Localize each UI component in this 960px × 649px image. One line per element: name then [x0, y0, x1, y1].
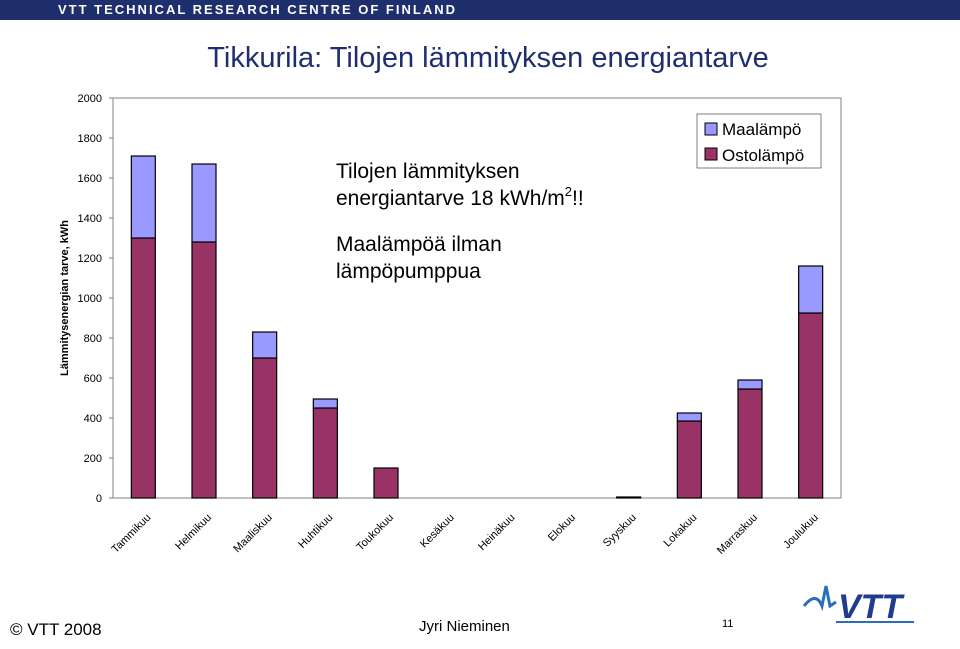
annotation: Tilojen lämmityksen energiantarve 18 kWh…: [336, 160, 584, 283]
y-tick-label: 200: [84, 453, 102, 465]
x-tick-label: Heinäkuu: [476, 512, 517, 553]
bar-ostolampo: [191, 241, 217, 499]
bar-ostolampo: [373, 467, 399, 499]
legend-swatch-ostolampo: [704, 147, 718, 161]
y-tick-label: 1400: [78, 213, 102, 225]
top-banner: VTT TECHNICAL RESEARCH CENTRE OF FINLAND: [0, 0, 960, 20]
y-tick-label: 1200: [78, 253, 102, 265]
page-number: 11: [722, 618, 734, 630]
legend-label-maalampo: Maalämpö: [722, 120, 801, 139]
annotation-line-2: energiantarve 18 kWh/m2!!: [336, 184, 584, 210]
x-tick-label: Maaliskuu: [231, 512, 275, 556]
y-tick-label: 2000: [78, 93, 102, 105]
bar-ostolampo: [676, 420, 702, 499]
y-axis: 0 200 400 600 800 1000 1200 1400 1600 1800 2000: [78, 93, 113, 505]
logo-text: VTT: [838, 588, 905, 626]
x-tick-label: Syyskuu: [601, 512, 639, 550]
legend-box: [696, 113, 822, 169]
bar-ostolampo: [252, 357, 278, 499]
legend-swatch-maalampo: [704, 122, 718, 136]
bar-maalampo: [312, 398, 338, 409]
x-tick-label: Elokuu: [546, 512, 578, 544]
footer-author: Jyri Nieminen: [419, 618, 510, 635]
y-tick-label: 0: [96, 493, 102, 505]
y-tick-label: 1000: [78, 293, 102, 305]
x-tick-label: Helmikuu: [173, 512, 214, 553]
bar-ostolampo: [737, 388, 763, 499]
bar-maalampo: [676, 412, 702, 422]
footer-copyright: © VTT 2008: [10, 620, 102, 639]
slide-title: Tikkurila: Tilojen lämmityksen energiant…: [207, 42, 769, 74]
annotation-line-4: lämpöpumppua: [336, 260, 481, 283]
bar-ostolampo: [616, 496, 642, 499]
x-tick-label: Joulukuu: [781, 512, 821, 552]
bar-maalampo: [130, 155, 156, 239]
x-axis-labels: Tammikuu Helmikuu Maaliskuu Huhtikuu Toukoku…: [110, 512, 821, 557]
x-tick-label: Huhtikuu: [296, 512, 335, 551]
x-tick-label: Tammikuu: [110, 512, 154, 556]
x-tick-label: Lokakuu: [662, 512, 700, 550]
y-tick-label: 400: [84, 413, 102, 425]
bar-ostolampo: [798, 312, 824, 499]
bar-maalampo: [191, 163, 217, 243]
bar-maalampo: [252, 331, 278, 359]
annotation-line-3: Maalämpöä ilman: [336, 233, 502, 256]
bar-ostolampo: [130, 237, 156, 499]
y-tick-label: 600: [84, 373, 102, 385]
bars: [130, 155, 824, 499]
y-axis-title: Lämmitysenergian tarve, kWh: [59, 220, 71, 376]
y-tick-label: 800: [84, 333, 102, 345]
logo-swoosh-icon: [802, 585, 837, 612]
x-tick-label: Kesäkuu: [418, 512, 457, 551]
vtt-logo: VTT: [802, 585, 914, 626]
x-tick-label: Marraskuu: [715, 512, 760, 557]
y-tick-label: 1800: [78, 133, 102, 145]
legend: Maalämpö Ostolämpö: [696, 113, 822, 169]
banner-text: VTT TECHNICAL RESEARCH CENTRE OF FINLAND: [58, 2, 457, 17]
y-tick-label: 1600: [78, 173, 102, 185]
x-tick-label: Toukokuu: [354, 512, 396, 554]
legend-label-ostolampo: Ostolämpö: [722, 146, 804, 165]
bar-ostolampo: [312, 407, 338, 499]
bar-maalampo: [798, 265, 824, 314]
annotation-line-1: Tilojen lämmityksen: [336, 160, 520, 183]
bar-maalampo: [737, 379, 763, 390]
